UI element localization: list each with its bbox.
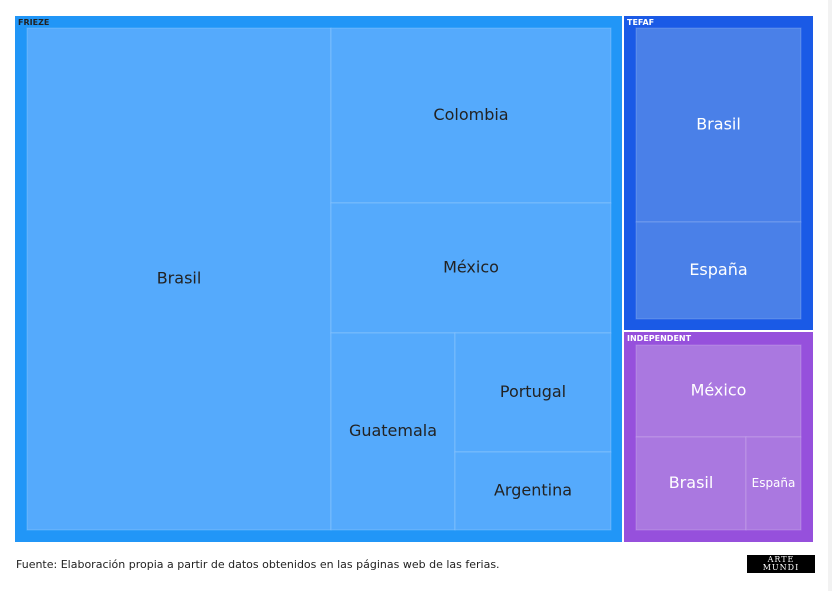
- group-independent-label: INDEPENDENT: [627, 334, 692, 343]
- tile-label-tefaf-brasil: Brasil: [696, 115, 741, 134]
- tile-label-frieze-guatemala: Guatemala: [349, 421, 437, 440]
- tile-frieze-brasil: [26, 27, 332, 531]
- tile-frieze-guatemala: [330, 332, 456, 531]
- tile-label-independent-méxico: México: [691, 381, 747, 400]
- tile-tefaf-brasil: [635, 27, 802, 223]
- group-tefaf-label: TEFAF: [627, 18, 654, 27]
- tile-label-frieze-méxico: México: [443, 258, 499, 277]
- brand-logo: ARTE MUNDI: [747, 555, 815, 573]
- tile-frieze-argentina: [454, 451, 612, 531]
- tile-label-frieze-argentina: Argentina: [494, 481, 572, 500]
- tile-frieze-colombia: [330, 27, 612, 204]
- tile-label-tefaf-españa: España: [689, 260, 747, 279]
- tile-label-independent-españa: España: [752, 476, 796, 490]
- tile-label-independent-brasil: Brasil: [669, 473, 714, 492]
- right-edge-strip: [828, 0, 832, 591]
- group-frieze-label: FRIEZE: [18, 18, 49, 27]
- tile-label-frieze-colombia: Colombia: [433, 105, 508, 124]
- tile-label-frieze-brasil: Brasil: [157, 269, 202, 288]
- tile-tefaf-españa: [635, 221, 802, 320]
- tile-frieze-méxico: [330, 202, 612, 334]
- tile-independent-méxico: [635, 344, 802, 438]
- tile-independent-españa: [745, 436, 802, 531]
- brand-logo-text: ARTE MUNDI: [762, 555, 800, 572]
- tile-label-frieze-portugal: Portugal: [500, 382, 566, 401]
- source-note: Fuente: Elaboración propia a partir de d…: [16, 558, 500, 571]
- tile-independent-brasil: [635, 436, 747, 531]
